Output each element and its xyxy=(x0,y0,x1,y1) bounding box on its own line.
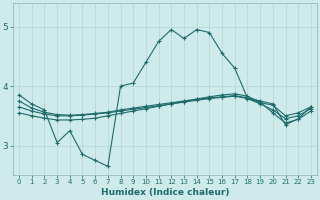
X-axis label: Humidex (Indice chaleur): Humidex (Indice chaleur) xyxy=(101,188,229,197)
